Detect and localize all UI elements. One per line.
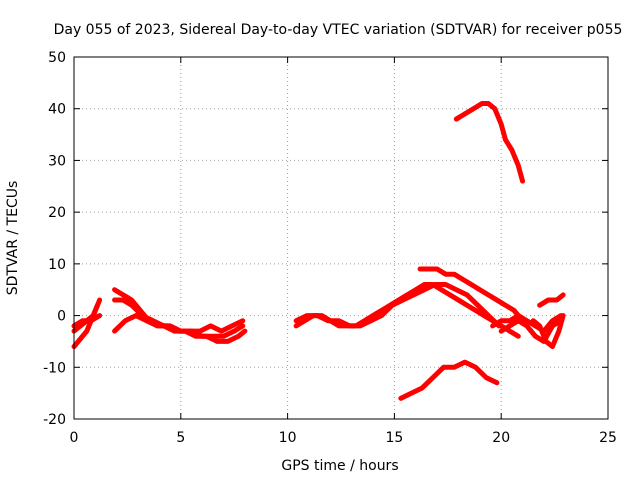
y-tick-label: 40 xyxy=(48,102,66,118)
series-line-arc-12 xyxy=(490,313,564,334)
chart-title: Day 055 of 2023, Sidereal Day-to-day VTE… xyxy=(54,22,623,38)
y-tick-label: 0 xyxy=(57,309,66,325)
x-tick-label: 10 xyxy=(279,430,297,446)
x-tick-label: 25 xyxy=(599,430,617,446)
y-tick-label: 20 xyxy=(48,205,66,221)
y-axis: -20 -10 0 10 20 30 40 50 xyxy=(43,50,608,428)
y-tick-label: -10 xyxy=(43,360,66,376)
x-axis: 0 5 10 15 20 25 xyxy=(70,57,617,446)
x-tick-label: 20 xyxy=(492,430,510,446)
grid xyxy=(74,57,608,419)
y-tick-label: 30 xyxy=(48,153,66,169)
x-tick-label: 0 xyxy=(70,430,79,446)
series-layer xyxy=(71,101,566,401)
series-line-arc-6 xyxy=(112,313,246,334)
series-line-arc-3 xyxy=(71,313,103,329)
x-tick-label: 5 xyxy=(176,430,185,446)
series-line-arc-14 xyxy=(530,313,566,350)
y-tick-label: 10 xyxy=(48,257,66,273)
y-axis-label: SDTVAR / TECUs xyxy=(5,181,21,296)
series-line-arc-9 xyxy=(417,266,526,324)
plot-frame xyxy=(73,56,609,420)
series-line-arc-8 xyxy=(293,282,502,329)
x-axis-label: GPS time / hours xyxy=(281,458,398,474)
y-tick-label: -20 xyxy=(43,412,66,428)
series-line-arc-10 xyxy=(398,359,500,401)
series-line-arc-11 xyxy=(453,101,526,184)
series-line-arc-13 xyxy=(498,318,564,344)
series-line-arc-15 xyxy=(537,292,566,308)
x-tick-label: 15 xyxy=(385,430,403,446)
y-tick-label: 50 xyxy=(48,50,66,66)
